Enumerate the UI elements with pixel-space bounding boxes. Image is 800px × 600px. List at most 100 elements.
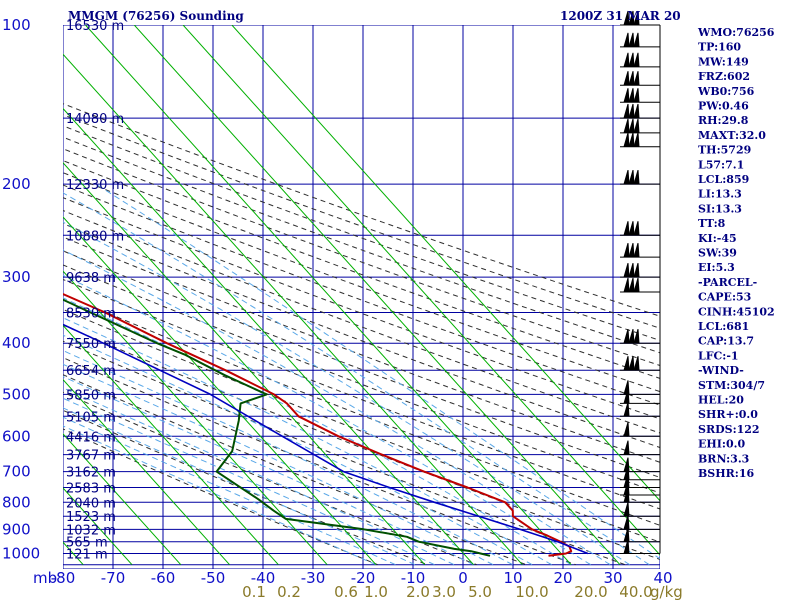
sounding-index-item: SW:39	[698, 247, 737, 260]
temperature-tick-label: -10	[401, 569, 426, 587]
wind-barb-flag	[628, 71, 635, 86]
wind-barb-flag	[628, 277, 635, 293]
wind-barb-flag	[633, 88, 640, 103]
sounding-index-item: BSHR:16	[698, 467, 754, 480]
isotherm	[182, 25, 660, 556]
moist-adiabat	[63, 221, 630, 566]
dry-adiabat	[63, 103, 660, 317]
wind-barb-flag	[623, 440, 630, 455]
wind-barb-flag	[623, 103, 630, 119]
mixing-ratio-tick-label: 3.0	[432, 583, 456, 600]
mixing-ratio-unit-label: g/kg	[650, 583, 683, 600]
moist-adiabat	[63, 407, 416, 566]
mixing-ratio-tick-label: 20.0	[574, 583, 607, 600]
wind-barb-flag	[633, 118, 640, 134]
chart-datetime: 1200Z 31 MAR 20	[560, 9, 681, 23]
sounding-index-item: SRDS:122	[698, 423, 760, 436]
temperature-tick-label: 0	[458, 569, 468, 587]
wind-barb-flag	[633, 71, 640, 86]
isotherm	[63, 378, 230, 566]
dry-adiabat	[63, 148, 660, 367]
height-tick-label: 1032 m	[66, 523, 116, 538]
mixing-ratio-tick-label: 0.1	[242, 583, 266, 600]
mixing-ratio-tick-label: 2.0	[406, 583, 430, 600]
sounding-index-item: -WIND-	[698, 364, 744, 377]
dry-adiabat	[63, 357, 576, 566]
dry-adiabat	[63, 184, 660, 406]
height-tick-label: 5105 m	[66, 410, 116, 425]
isotherm	[63, 324, 279, 566]
mixing-ratio-tick-label: 40.0	[619, 583, 652, 600]
dry-adiabat	[63, 223, 660, 449]
wind-barb-flag	[623, 10, 630, 26]
moist-adiabat	[95, 183, 660, 560]
sounding-index-item: L57:7.1	[698, 158, 744, 171]
dry-adiabat	[63, 136, 660, 354]
chart-title: MMGM (76256) Sounding	[68, 9, 244, 23]
wind-barb-flag	[633, 32, 640, 48]
sounding-index-item: BRN:3.3	[698, 452, 749, 465]
mixing-ratio-tick-label: 10.0	[515, 583, 548, 600]
wind-barb-flag	[628, 32, 635, 48]
height-tick-label: 14080 m	[66, 112, 124, 127]
sounding-index-item: FRZ:602	[698, 70, 750, 83]
sounding-index-item: TT:8	[698, 217, 726, 230]
plot-grid	[63, 25, 660, 569]
dry-adiabat	[63, 264, 660, 494]
sounding-index-item: MAXT:32.0	[698, 129, 766, 142]
pressure-tick-label: 900	[2, 520, 31, 538]
wind-barb-flag	[623, 329, 630, 344]
wind-barb-flag	[623, 221, 630, 236]
temperature-tick-label: -40	[251, 569, 276, 587]
dry-adiabat	[63, 250, 660, 478]
moist-adiabat	[63, 363, 494, 566]
height-tick-label: 9638 m	[66, 271, 116, 286]
wind-barb-flag	[623, 32, 630, 48]
wind-barb-flag	[628, 132, 635, 147]
moist-adiabat	[63, 350, 513, 566]
sounding-index-item: LCL:681	[698, 320, 749, 333]
wind-barb-flag	[628, 243, 635, 258]
height-tick-label: 8530 m	[66, 307, 116, 322]
dry-adiabat	[63, 114, 660, 329]
wind-barb-flag	[628, 118, 635, 134]
wind-barb-flag	[633, 277, 640, 293]
dry-adiabat	[63, 197, 660, 420]
height-tick-label: 565 m	[66, 536, 108, 551]
wind-barb-flag	[623, 263, 630, 278]
dry-adiabat	[63, 209, 660, 434]
pressure-tick-label: 200	[2, 175, 31, 193]
sounding-index-item: LCL:859	[698, 173, 749, 186]
wind-barb-flag	[628, 329, 635, 344]
wind-barb-flag	[623, 118, 630, 134]
wind-barb-flag	[633, 52, 640, 67]
wind-barb-flag	[628, 88, 635, 103]
temperature-tick-label: -60	[151, 569, 176, 587]
pressure-tick-label: 100	[2, 16, 31, 34]
isotherm	[63, 433, 182, 566]
sounding-index-item: SHR+:0.0	[698, 408, 758, 421]
plot-series	[63, 292, 589, 557]
mixing-ratio-tick-label: 5.0	[468, 583, 492, 600]
dewpoint-line	[63, 298, 491, 557]
dry-adiabat	[63, 409, 428, 566]
wind-barb-flag	[623, 277, 630, 293]
moist-adiabat	[63, 376, 474, 566]
pressure-tick-label: 500	[2, 385, 31, 403]
pressure-unit-label: mb	[33, 569, 57, 587]
wind-barb-flag	[633, 10, 640, 26]
wind-barb-flag	[633, 103, 640, 119]
sounding-index-item: CAPE:53	[698, 291, 751, 304]
sounding-index-item: TH:5729	[698, 144, 751, 157]
isotherm	[85, 25, 572, 566]
sounding-index-item: WB0:756	[697, 85, 755, 98]
wind-barb-flag	[623, 169, 630, 185]
dry-adiabat	[63, 428, 378, 566]
sounding-index-item: KI:-45	[698, 232, 737, 245]
dry-adiabat	[63, 324, 660, 560]
dry-adiabat	[63, 160, 660, 379]
mixing-ratio-tick-label: 1.0	[364, 583, 388, 600]
moist-adiabat	[63, 249, 611, 566]
moist-adiabat	[63, 192, 650, 566]
